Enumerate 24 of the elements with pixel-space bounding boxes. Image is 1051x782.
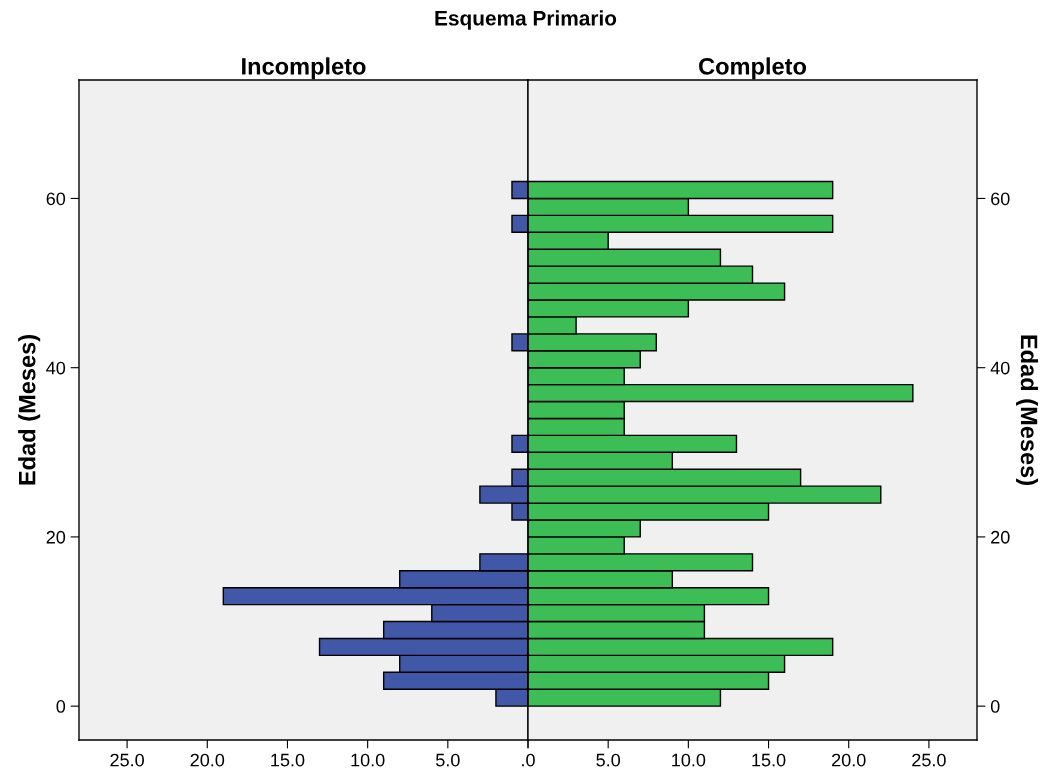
x-tick-label: 25.0 xyxy=(912,753,946,767)
y-tick-label: 40 xyxy=(990,361,1010,375)
x-tick-label: 20.0 xyxy=(832,753,866,767)
x-tick-label: 5.0 xyxy=(436,753,460,767)
x-tick-label: 5.0 xyxy=(596,753,621,767)
x-tick-label: 15.0 xyxy=(752,753,786,767)
y-tick-label: 60 xyxy=(46,192,66,206)
x-tick-label: 10.0 xyxy=(351,753,385,767)
x-tick-label: .0 xyxy=(522,753,535,767)
x-tick-label: 25.0 xyxy=(110,753,144,767)
x-tick-label: 15.0 xyxy=(271,753,305,767)
y-axis-title: Edad (Meses) xyxy=(1016,335,1039,485)
y-tick-label: 20 xyxy=(991,530,1010,544)
text: Esquema Primario xyxy=(435,10,617,30)
y-tick-label: 20 xyxy=(46,530,66,544)
y-tick-label: 0 xyxy=(990,700,1000,713)
x-tick-label: 10.0 xyxy=(672,753,706,767)
x-tick-label: 20.0 xyxy=(190,753,225,767)
y-tick-label: 0 xyxy=(56,700,66,713)
y-axis-title: Edad (Meses) xyxy=(18,335,41,485)
chart-title: Completo xyxy=(699,57,807,80)
chart-title: Incompleto xyxy=(242,57,366,80)
y-tick-label: 60 xyxy=(991,192,1010,206)
y-tick-label: 40 xyxy=(46,361,66,375)
